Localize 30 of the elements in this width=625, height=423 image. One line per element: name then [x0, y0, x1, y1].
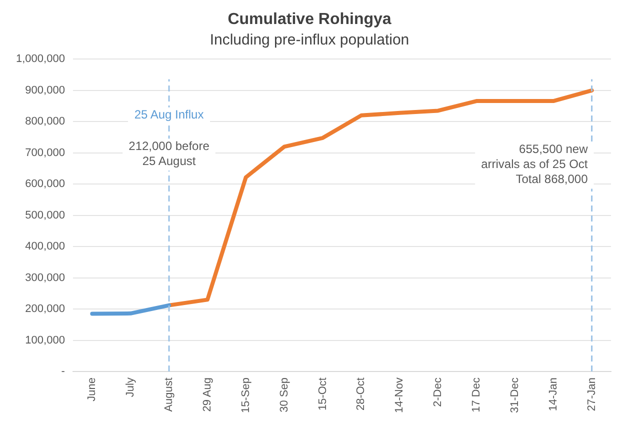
y-tick-label: 600,000 [25, 178, 65, 190]
annotation: 212,000 before 25 August [128, 138, 210, 168]
x-tick-label: 27-Jan [586, 378, 598, 412]
y-tick-label: 500,000 [25, 209, 65, 222]
x-tick-label: 14-Jan [547, 378, 560, 412]
y-tick-label: - [61, 366, 66, 378]
annotation: 655,500 new arrivals as of 25 Oct Total 868,000 [481, 142, 588, 186]
x-tick-label: 30 Sep [278, 378, 290, 412]
y-tick-label: 900,000 [25, 84, 65, 96]
chart-subtitle: Including pre-influx population [210, 31, 410, 48]
y-tick-label: 800,000 [25, 116, 65, 128]
y-tick-label: 1,000,000 [16, 53, 65, 66]
y-tick-label: 700,000 [25, 146, 65, 159]
x-tick-label: 31-Dec [508, 377, 521, 413]
annotation: 25 Aug Influx [134, 108, 204, 122]
x-tick-label: 2-Dec [432, 377, 444, 407]
y-tick-label: 400,000 [25, 240, 65, 253]
x-tick-label: 15-Oct [316, 378, 329, 411]
chart-title: Cumulative Rohingya [228, 11, 392, 28]
x-tick-label: 29 Aug [201, 378, 214, 412]
y-tick-label: 100,000 [25, 334, 65, 346]
x-tick-label: 15-Sep [240, 378, 252, 414]
y-tick-label: 200,000 [25, 303, 65, 316]
x-tick-label: 14-Nov [394, 377, 406, 413]
x-tick-label: August [163, 378, 176, 412]
x-tick-label: July [124, 377, 137, 398]
x-tick-label: 17 Dec [470, 377, 483, 412]
x-tick-label: June [86, 378, 98, 402]
x-tick-label: 28-Oct [355, 378, 368, 411]
y-tick-label: 300,000 [25, 272, 65, 284]
